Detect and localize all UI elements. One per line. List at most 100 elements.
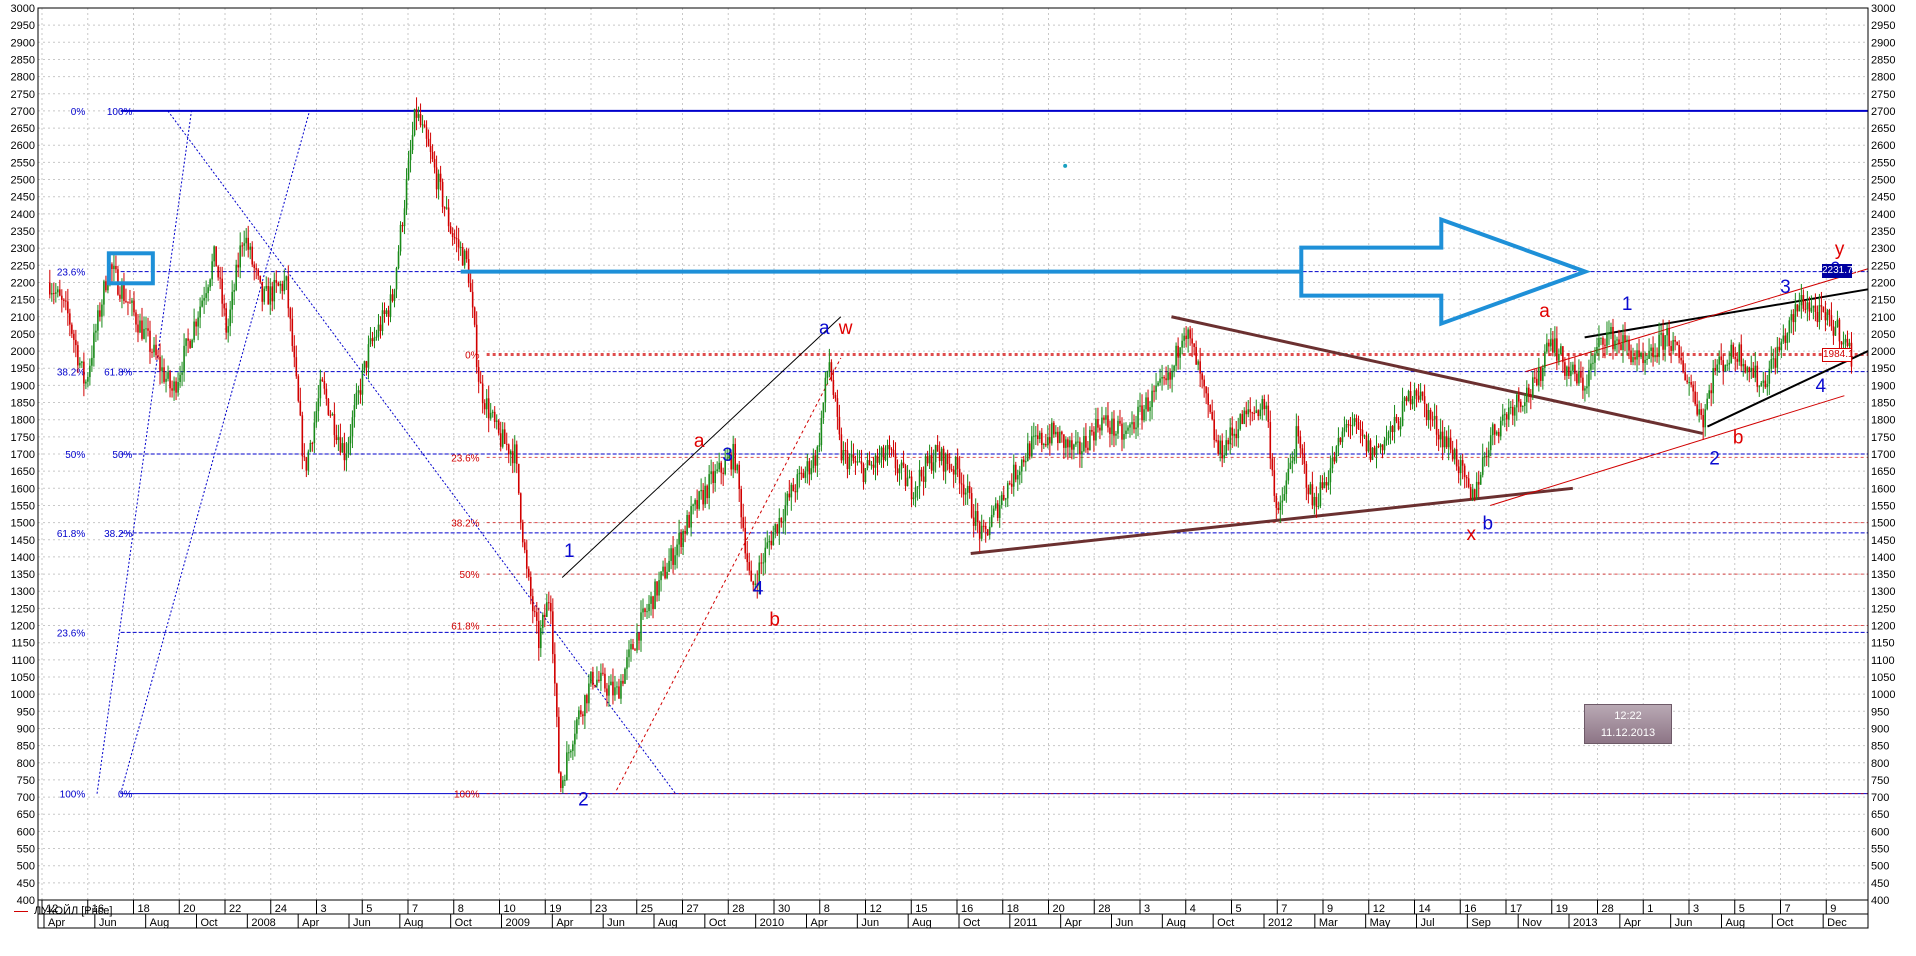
candle-body bbox=[1083, 436, 1085, 452]
y-tick-label-right: 1450 bbox=[1871, 535, 1895, 547]
candle-body bbox=[1000, 494, 1003, 505]
candle-body bbox=[610, 681, 612, 686]
candle-body bbox=[233, 290, 235, 292]
y-tick-label-right: 2800 bbox=[1871, 72, 1895, 84]
candle-body bbox=[267, 286, 270, 305]
candle-body bbox=[1451, 449, 1454, 460]
candle-body bbox=[515, 444, 518, 464]
candle-body bbox=[501, 429, 504, 447]
wave-label: a bbox=[819, 318, 830, 339]
candle-body bbox=[1844, 338, 1847, 343]
candle-body bbox=[1373, 447, 1376, 455]
candle-body bbox=[1229, 427, 1232, 445]
candle-body bbox=[1045, 443, 1047, 446]
candle-body bbox=[401, 224, 404, 227]
candle-body bbox=[415, 109, 418, 118]
candle-body bbox=[644, 608, 646, 613]
candle-body bbox=[798, 472, 801, 475]
candle-body bbox=[924, 456, 927, 482]
candle-body bbox=[1135, 427, 1137, 430]
candle-body bbox=[1183, 335, 1185, 341]
x-bottom-label: Aug bbox=[404, 917, 424, 929]
candle-body bbox=[1028, 443, 1031, 457]
candle-body bbox=[369, 338, 372, 345]
y-tick-label-right: 2200 bbox=[1871, 277, 1895, 289]
x-bottom-label: Aug bbox=[1166, 917, 1186, 929]
candle-body bbox=[1463, 465, 1466, 478]
candle-body bbox=[864, 468, 867, 482]
x-top-label: 10 bbox=[504, 903, 516, 915]
candle-body bbox=[744, 527, 747, 554]
candle-body bbox=[688, 514, 690, 528]
y-tick-label-left: 1000 bbox=[11, 689, 35, 701]
candle-body bbox=[714, 471, 716, 483]
candle-body bbox=[1724, 364, 1727, 372]
y-tick-label-right: 1900 bbox=[1871, 380, 1895, 392]
candle-body bbox=[201, 300, 203, 307]
candle-body bbox=[235, 264, 237, 291]
candle-body bbox=[261, 281, 264, 302]
candle-body bbox=[57, 289, 59, 293]
candle-body bbox=[1201, 373, 1203, 380]
candle-body bbox=[1654, 355, 1656, 358]
candle-body bbox=[1357, 421, 1360, 429]
candle-body bbox=[125, 300, 127, 302]
x-bottom-label: Oct bbox=[709, 917, 726, 929]
candle-body bbox=[1131, 422, 1133, 425]
candle-body bbox=[257, 269, 260, 276]
candle-body bbox=[590, 671, 592, 684]
candle-body bbox=[69, 313, 71, 325]
y-tick-label-right: 2850 bbox=[1871, 54, 1895, 66]
candle-body bbox=[1259, 409, 1262, 417]
price-series bbox=[49, 97, 1853, 794]
candle-body bbox=[822, 402, 825, 418]
candle-body bbox=[1157, 382, 1159, 386]
candle-body bbox=[247, 237, 250, 250]
candle-body bbox=[1642, 353, 1644, 364]
x-top-label: 9 bbox=[1830, 903, 1836, 915]
x-top-label: 28 bbox=[732, 903, 744, 915]
candle-body bbox=[1143, 409, 1145, 421]
candle-body bbox=[1081, 451, 1083, 455]
candle-body bbox=[992, 508, 995, 515]
candle-body bbox=[1804, 308, 1807, 310]
candle-body bbox=[870, 464, 873, 466]
candle-body bbox=[1720, 356, 1723, 361]
y-tick-label-right: 550 bbox=[1871, 844, 1889, 856]
candle-body bbox=[1389, 426, 1392, 433]
candle-body bbox=[1325, 482, 1328, 486]
candle-body bbox=[1517, 394, 1520, 402]
candle-body bbox=[1049, 437, 1051, 444]
candle-body bbox=[1167, 372, 1169, 381]
candle-body bbox=[1026, 443, 1029, 462]
candle-body bbox=[958, 468, 961, 484]
candle-body bbox=[293, 346, 296, 358]
y-tick-label-left: 1300 bbox=[11, 586, 35, 598]
candle-body bbox=[538, 620, 540, 649]
x-bottom-label: 2008 bbox=[251, 917, 275, 929]
candle-body bbox=[1191, 338, 1193, 344]
candle-body bbox=[149, 330, 151, 352]
candle-body bbox=[1139, 405, 1141, 407]
candle-body bbox=[1503, 414, 1506, 416]
candle-body bbox=[1195, 346, 1197, 365]
x-bottom-label: Dec bbox=[1827, 917, 1847, 929]
candle-body bbox=[433, 158, 436, 168]
candle-body bbox=[682, 530, 684, 548]
y-tick-label-right: 1100 bbox=[1871, 655, 1895, 667]
y-tick-label-left: 2050 bbox=[11, 329, 35, 341]
y-tick-label-right: 1000 bbox=[1871, 689, 1895, 701]
y-tick-label-right: 2100 bbox=[1871, 312, 1895, 324]
candle-body bbox=[808, 461, 811, 475]
candle-body bbox=[1301, 448, 1304, 455]
candle-body bbox=[1101, 417, 1103, 431]
candle-body bbox=[1415, 390, 1418, 396]
candle-body bbox=[712, 471, 714, 483]
candle-body bbox=[459, 246, 462, 248]
y-tick-label-right: 1200 bbox=[1871, 621, 1895, 633]
candle-body bbox=[367, 344, 370, 368]
x-top-label: 12 bbox=[46, 903, 58, 915]
candle-body bbox=[179, 374, 181, 383]
candle-body bbox=[1840, 341, 1843, 345]
candle-body bbox=[1668, 328, 1670, 347]
